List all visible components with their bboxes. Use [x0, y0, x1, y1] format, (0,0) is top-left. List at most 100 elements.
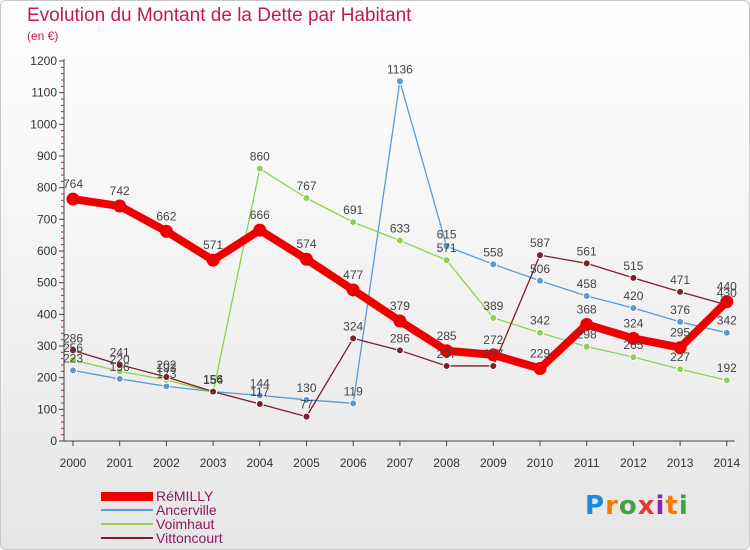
data-label: 561 — [577, 244, 597, 258]
data-point — [676, 365, 685, 374]
data-label: 272 — [483, 333, 503, 347]
series-layer — [66, 77, 734, 421]
data-label: 506 — [530, 262, 550, 276]
y-tick-label: 1200 — [30, 54, 57, 68]
legend-label: Ancerville — [156, 502, 217, 518]
axes: 0 100 200 300 400 500 600 700 800 900 1000 1100 1200… — [30, 54, 740, 470]
data-label: 324 — [343, 319, 363, 333]
data-label: 571 — [203, 238, 223, 252]
x-tick-label: 2008 — [433, 456, 460, 470]
data-point — [629, 353, 638, 362]
data-label: 860 — [250, 150, 270, 164]
x-tick-label: 2001 — [106, 456, 133, 470]
x-tick-label: 2010 — [527, 456, 554, 470]
data-label: 173 — [156, 367, 176, 381]
data-point — [162, 373, 171, 382]
data-label: 515 — [623, 259, 643, 273]
data-point — [533, 361, 547, 375]
data-point — [255, 164, 264, 173]
data-label: 154 — [203, 373, 223, 387]
data-label: 130 — [296, 381, 316, 395]
data-point — [626, 331, 640, 345]
legend-swatch — [101, 491, 153, 501]
data-label: 691 — [343, 203, 363, 217]
legend-item: RéMILLY — [101, 489, 213, 503]
data-point — [395, 77, 404, 86]
data-point — [582, 259, 591, 268]
data-point — [300, 252, 313, 266]
data-point — [676, 287, 685, 296]
data-point — [349, 399, 358, 408]
data-label: 286 — [63, 331, 83, 345]
data-point — [69, 366, 77, 375]
data-point — [536, 328, 544, 337]
y-tick-label: 900 — [37, 149, 57, 163]
data-label: 324 — [623, 316, 643, 330]
data-label: 285 — [437, 329, 457, 343]
data-label: 440 — [717, 280, 737, 294]
data-label: 368 — [577, 302, 597, 316]
y-tick-label: 400 — [37, 307, 57, 321]
data-label: 764 — [63, 177, 83, 191]
y-tick-label: 200 — [37, 371, 57, 385]
data-point — [69, 355, 77, 364]
data-point — [486, 348, 500, 362]
data-label: 767 — [296, 179, 316, 193]
y-tick-label: 700 — [37, 212, 57, 226]
data-label: 229 — [530, 346, 550, 360]
y-tick-label: 0 — [50, 434, 57, 448]
legend-swatch — [101, 523, 153, 525]
x-tick-label: 2007 — [387, 456, 414, 470]
data-label: 241 — [110, 346, 130, 360]
data-label: 220 — [110, 352, 130, 366]
y-tick-label: 1100 — [31, 86, 57, 100]
data-label: 633 — [390, 222, 410, 236]
data-point — [442, 256, 451, 265]
data-label: 379 — [390, 299, 410, 313]
legend-swatch — [101, 537, 153, 539]
data-label: 144 — [250, 376, 270, 390]
data-label: 77 — [300, 398, 314, 412]
data-point — [255, 399, 264, 408]
legend-label: RéMILLY — [156, 488, 214, 504]
data-label: 156 — [203, 373, 223, 387]
legend-label: Vittoncourt — [156, 530, 223, 546]
data-point — [580, 317, 594, 331]
data-point — [442, 242, 451, 251]
logo-letter: o — [618, 491, 638, 521]
data-label: 286 — [390, 331, 410, 345]
data-label: 119 — [344, 384, 363, 398]
data-point — [66, 192, 80, 206]
y-tick-label: 1000 — [30, 117, 57, 131]
data-label: 477 — [343, 268, 363, 282]
data-label: 430 — [717, 286, 737, 300]
data-point — [349, 334, 358, 343]
legend-item: Vittoncourt — [101, 531, 223, 545]
data-label: 256 — [63, 341, 83, 355]
data-label: 227 — [670, 350, 690, 364]
data-point — [302, 395, 311, 404]
data-label: 742 — [110, 184, 130, 198]
data-point — [582, 291, 591, 300]
data-point — [489, 260, 498, 269]
data-label: 295 — [670, 326, 690, 340]
logo-letter: x — [637, 491, 656, 521]
data-label: 666 — [250, 208, 270, 222]
data-point — [440, 344, 454, 358]
y-tick-label: 100 — [37, 402, 57, 416]
x-tick-label: 2012 — [620, 456, 647, 470]
chart-subtitle: (en €) — [27, 29, 59, 43]
data-label: 574 — [296, 237, 316, 251]
data-label: 265 — [623, 338, 643, 352]
data-point — [206, 253, 220, 267]
data-point — [209, 387, 218, 396]
data-label: 202 — [156, 358, 176, 372]
data-label: 237 — [483, 347, 503, 361]
data-label: 192 — [717, 361, 737, 375]
data-point — [349, 218, 358, 227]
x-tick-label: 2000 — [60, 456, 87, 470]
legend-label: Voimhaut — [156, 516, 215, 532]
data-point — [115, 374, 124, 383]
data-point — [113, 199, 127, 213]
data-point — [720, 295, 734, 309]
